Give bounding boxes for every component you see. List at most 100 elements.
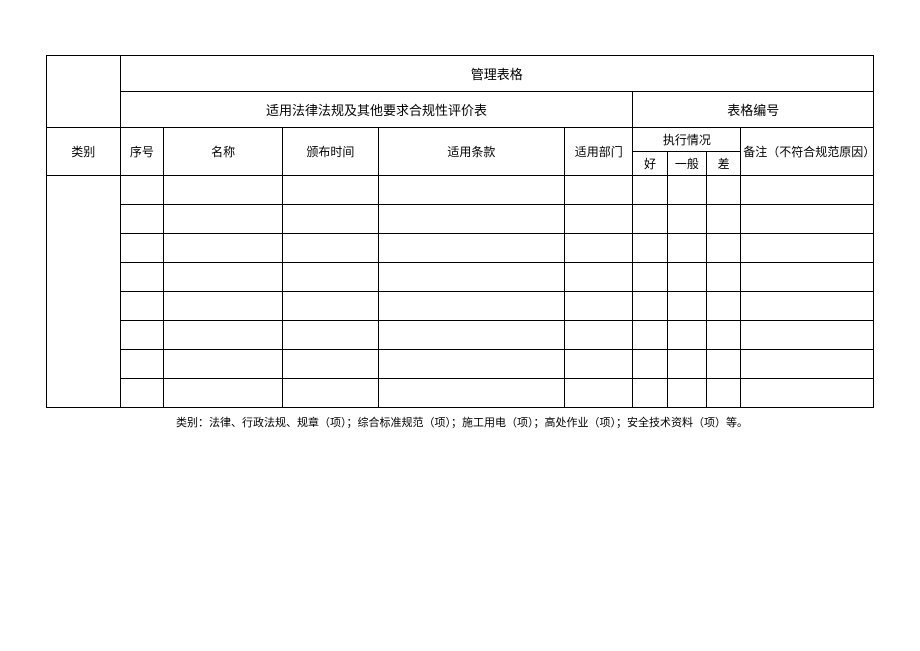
cell-applicable-terms: [378, 263, 565, 292]
title-left-blank: [47, 56, 121, 128]
cell-serial: [120, 292, 164, 321]
title-row: 管理表格: [47, 56, 874, 92]
cell-normal: [667, 292, 706, 321]
cell-serial: [120, 379, 164, 408]
cell-applicable-dept: [565, 176, 633, 205]
cell-issue-time: [283, 321, 378, 350]
col-name: 名称: [164, 128, 283, 176]
cell-issue-time: [283, 263, 378, 292]
col-execution: 执行情况: [633, 128, 741, 152]
cell-name: [164, 292, 283, 321]
cell-name: [164, 205, 283, 234]
cell-normal: [667, 321, 706, 350]
cell-remarks: [741, 321, 874, 350]
cell-bad: [707, 350, 741, 379]
cell-remarks: [741, 350, 874, 379]
table-row: [47, 205, 874, 234]
cell-remarks: [741, 234, 874, 263]
cell-good: [633, 176, 667, 205]
cell-issue-time: [283, 350, 378, 379]
cell-issue-time: [283, 205, 378, 234]
cell-applicable-dept: [565, 350, 633, 379]
cell-remarks: [741, 263, 874, 292]
cell-normal: [667, 263, 706, 292]
cell-normal: [667, 379, 706, 408]
cell-remarks: [741, 292, 874, 321]
table-row: [47, 350, 874, 379]
table-row: [47, 234, 874, 263]
col-execution-good: 好: [633, 152, 667, 176]
cell-applicable-dept: [565, 321, 633, 350]
cell-applicable-terms: [378, 350, 565, 379]
compliance-evaluation-table: 管理表格 适用法律法规及其他要求合规性评价表 表格编号 类别 序号 名称 颁布时…: [46, 55, 874, 408]
cell-applicable-terms: [378, 176, 565, 205]
col-serial: 序号: [120, 128, 164, 176]
cell-applicable-terms: [378, 379, 565, 408]
cell-name: [164, 350, 283, 379]
cell-normal: [667, 350, 706, 379]
col-category: 类别: [47, 128, 121, 176]
col-applicable-terms: 适用条款: [378, 128, 565, 176]
form-number-label: 表格编号: [633, 92, 874, 128]
cell-good: [633, 350, 667, 379]
cell-name: [164, 379, 283, 408]
cell-good: [633, 292, 667, 321]
cell-remarks: [741, 379, 874, 408]
cell-bad: [707, 176, 741, 205]
cell-normal: [667, 205, 706, 234]
footer-note: 类别：法律、行政法规、规章（项）；综合标准规范（项）；施工用电（项）；高处作业（…: [46, 408, 874, 430]
table-row: [47, 263, 874, 292]
table-title: 管理表格: [120, 56, 873, 92]
cell-remarks: [741, 176, 874, 205]
cell-serial: [120, 263, 164, 292]
table-row: [47, 292, 874, 321]
cell-bad: [707, 292, 741, 321]
cell-remarks: [741, 205, 874, 234]
cell-applicable-terms: [378, 234, 565, 263]
cell-issue-time: [283, 234, 378, 263]
cell-applicable-terms: [378, 205, 565, 234]
table-subtitle: 适用法律法规及其他要求合规性评价表: [120, 92, 633, 128]
cell-normal: [667, 234, 706, 263]
subtitle-row: 适用法律法规及其他要求合规性评价表 表格编号: [47, 92, 874, 128]
cell-bad: [707, 263, 741, 292]
cell-bad: [707, 205, 741, 234]
cell-serial: [120, 350, 164, 379]
cell-name: [164, 176, 283, 205]
col-applicable-dept: 适用部门: [565, 128, 633, 176]
cell-serial: [120, 321, 164, 350]
col-execution-normal: 一般: [667, 152, 706, 176]
cell-bad: [707, 321, 741, 350]
cell-good: [633, 321, 667, 350]
col-issue-time: 颁布时间: [283, 128, 378, 176]
category-cell: [47, 176, 121, 408]
cell-good: [633, 263, 667, 292]
cell-name: [164, 321, 283, 350]
col-execution-bad: 差: [707, 152, 741, 176]
cell-applicable-terms: [378, 321, 565, 350]
table-row: [47, 379, 874, 408]
cell-applicable-terms: [378, 292, 565, 321]
cell-good: [633, 379, 667, 408]
cell-name: [164, 234, 283, 263]
cell-issue-time: [283, 176, 378, 205]
table-row: [47, 176, 874, 205]
header-row-1: 类别 序号 名称 颁布时间 适用条款 适用部门 执行情况 备注（不符合规范原因）: [47, 128, 874, 152]
cell-applicable-dept: [565, 234, 633, 263]
col-remarks: 备注（不符合规范原因）: [741, 128, 874, 176]
cell-applicable-dept: [565, 205, 633, 234]
cell-good: [633, 205, 667, 234]
table-row: [47, 321, 874, 350]
cell-applicable-dept: [565, 379, 633, 408]
cell-good: [633, 234, 667, 263]
cell-serial: [120, 205, 164, 234]
cell-issue-time: [283, 379, 378, 408]
cell-applicable-dept: [565, 292, 633, 321]
cell-issue-time: [283, 292, 378, 321]
cell-normal: [667, 176, 706, 205]
cell-bad: [707, 379, 741, 408]
cell-serial: [120, 234, 164, 263]
cell-bad: [707, 234, 741, 263]
cell-applicable-dept: [565, 263, 633, 292]
cell-name: [164, 263, 283, 292]
